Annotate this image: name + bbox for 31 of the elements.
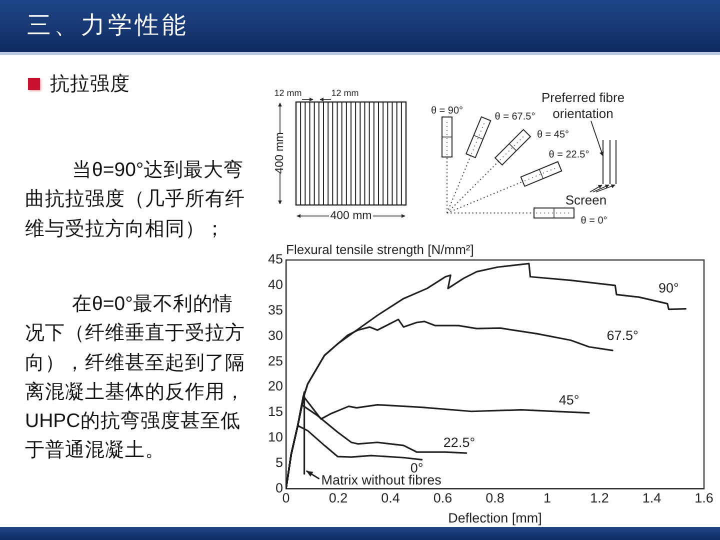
- y-tick-label: 15: [268, 404, 284, 420]
- y-tick-label: 20: [268, 378, 284, 394]
- text: 抗拉强度: [50, 72, 130, 97]
- y-tick-label: 5: [276, 454, 284, 470]
- series-label: 0°: [410, 460, 424, 476]
- text: 在θ=0°最不利的情况下（纤维垂直于受拉方向），纤维甚至起到了隔离混凝土基体的反作用，UHPC的抗弯强度甚至低于普通混凝土。: [25, 292, 245, 464]
- x-tick-label: 1.6: [694, 490, 714, 506]
- y-tick-label: 10: [268, 430, 284, 445]
- y-tick-label: 40: [268, 277, 284, 292]
- x-tick-label: 1.2: [590, 490, 609, 506]
- y-tick-label: 30: [268, 328, 284, 343]
- x-tick-label: 1: [544, 490, 552, 506]
- x-tick-label: 0.8: [486, 490, 504, 506]
- y-tick-label: 45: [268, 252, 284, 267]
- x-tick-label: 0.2: [328, 490, 348, 506]
- series-label: 45°: [558, 392, 580, 408]
- text: 当θ=90°达到最大弯曲抗拉强度（几乎所有纤维与受拉方向相同）；: [25, 158, 245, 242]
- series-label: 90°: [658, 280, 679, 296]
- y-tick-label: 0: [276, 480, 284, 496]
- y-tick-label: 35: [268, 302, 284, 318]
- series-label: 22.5°: [443, 434, 476, 450]
- series-label: 67.5°: [606, 328, 638, 344]
- legend-label: Matrix without fibres: [321, 472, 442, 488]
- slab-strips-diagram: 12 mm 12 mm 400 mm 400 mm: [274, 88, 407, 222]
- chart-title: 三、力学性能: [27, 11, 189, 41]
- x-tick-label: 1.4: [642, 490, 662, 506]
- y-axis-title: Flexural tensile strength [N/mm²]: [286, 242, 474, 257]
- x-axis-title: Deflection [mm]: [448, 510, 542, 526]
- y-tick-label: 25: [268, 353, 284, 368]
- x-tick-label: 0.4: [381, 490, 400, 506]
- x-tick-label: 0.6: [433, 490, 452, 506]
